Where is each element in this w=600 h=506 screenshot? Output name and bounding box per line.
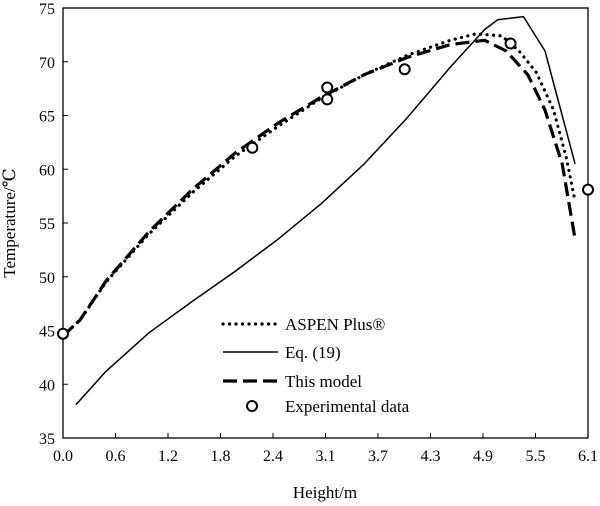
x-tick-label: 4.3 (421, 448, 441, 465)
y-tick-label: 35 (39, 431, 55, 448)
x-tick-label: 2.4 (263, 448, 283, 465)
data-point-experimental-data (246, 141, 259, 154)
x-tick-label: 3.1 (316, 448, 336, 465)
y-axis-ticks: 35 40 45 50 55 60 65 70 75 (39, 1, 68, 448)
x-tick-label: 0.0 (53, 448, 73, 465)
series-line-aspen-plus (61, 32, 577, 338)
legend: ASPEN Plus® Eq. (19) This model Experime… (221, 315, 410, 416)
data-point-experimental-data (321, 93, 334, 106)
y-tick-label: 70 (39, 55, 55, 72)
y-tick-label: 50 (39, 270, 55, 287)
x-tick-label: 1.8 (211, 448, 231, 465)
legend-label-aspen-plus: ASPEN Plus® (285, 315, 385, 334)
x-axis-title: Height/m (293, 483, 357, 502)
data-point-experimental-data (398, 63, 411, 76)
y-tick-label: 40 (39, 377, 55, 394)
y-tick-label: 75 (39, 1, 55, 18)
legend-marker-experimental-data (246, 400, 258, 412)
y-tick-label: 55 (39, 216, 55, 233)
y-tick-label: 65 (39, 109, 55, 126)
x-axis-ticks: 0.0 0.6 1.2 1.8 2.4 3.1 3.7 4.3 4.9 5.5 6.1 (53, 433, 598, 465)
x-tick-label: 0.6 (106, 448, 126, 465)
legend-label-eq19: Eq. (19) (285, 343, 341, 362)
x-tick-label: 3.7 (368, 448, 388, 465)
legend-label-experimental-data: Experimental data (285, 397, 410, 416)
data-point-experimental-data (504, 37, 517, 50)
data-point-experimental-data (57, 327, 69, 340)
series-line-eq-19 (75, 15, 576, 406)
x-tick-label: 4.9 (473, 448, 493, 465)
legend-label-this-model: This model (285, 372, 362, 391)
y-axis-title: Temperature/℃ (0, 168, 19, 277)
series-layer (57, 15, 594, 406)
data-point-experimental-data (321, 81, 334, 94)
y-tick-label: 60 (39, 162, 55, 179)
y-tick-label: 45 (39, 324, 55, 341)
x-tick-label: 1.2 (158, 448, 178, 465)
x-tick-label: 6.1 (578, 448, 598, 465)
data-point-experimental-data (582, 183, 594, 196)
x-tick-label: 5.5 (526, 448, 546, 465)
series-line-this-model (61, 38, 577, 338)
